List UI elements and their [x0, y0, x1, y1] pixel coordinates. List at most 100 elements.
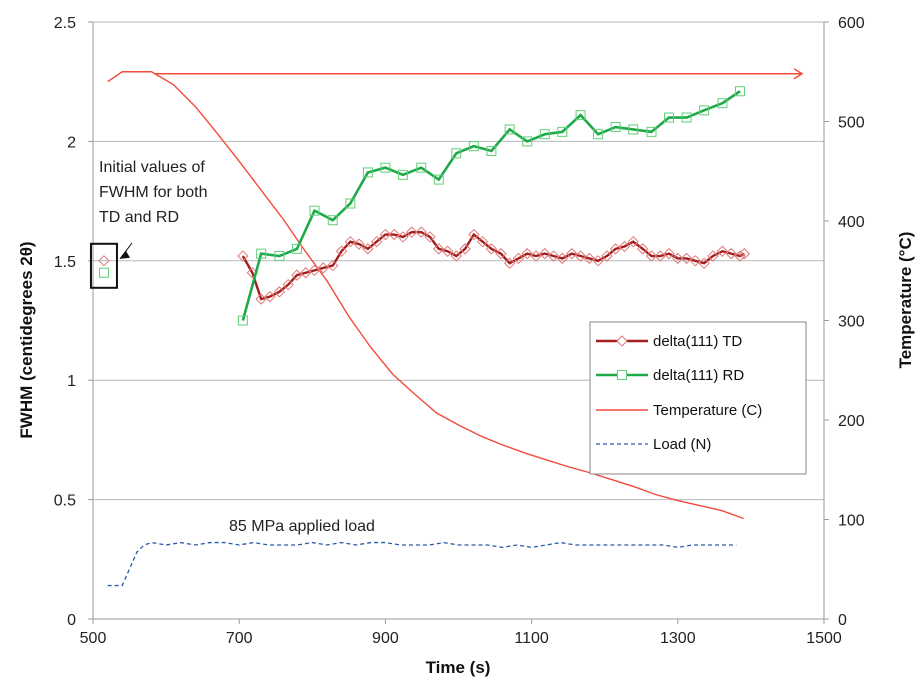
- x-tick-label: 1500: [806, 630, 842, 647]
- rd-marker: [256, 248, 267, 259]
- rd-marker: [628, 124, 639, 135]
- rd-marker: [699, 105, 710, 116]
- x-tick-label: 1100: [514, 630, 549, 647]
- rd-marker: [664, 112, 675, 123]
- td-marker: [707, 250, 719, 262]
- td-marker: [300, 267, 312, 279]
- td-marker: [574, 250, 587, 262]
- y-left-tick-label: 0: [67, 612, 76, 629]
- legend-marker: [617, 370, 627, 380]
- rd-marker: [646, 126, 657, 137]
- td-marker: [637, 243, 649, 255]
- td-marker: [512, 252, 525, 265]
- td-marker: [344, 235, 357, 248]
- rd-marker: [717, 98, 728, 109]
- rd-marker: [504, 124, 515, 135]
- y-right-tick-label: 500: [838, 115, 865, 132]
- td-marker: [282, 278, 294, 291]
- td-marker: [485, 243, 498, 255]
- y-left-tick-label: 1: [67, 373, 76, 390]
- td-marker: [663, 247, 675, 260]
- x-axis: 500 700 900 1100 1300 1500: [80, 619, 842, 647]
- td-line: [241, 230, 745, 301]
- td-marker: [264, 290, 276, 303]
- td-marker: [397, 231, 409, 243]
- td-marker: [645, 250, 658, 262]
- td-marker: [353, 238, 365, 250]
- y-left-tick-label: 0.5: [54, 493, 76, 510]
- td-marker: [618, 240, 631, 253]
- td-marker: [680, 252, 693, 265]
- td-marker: [627, 235, 639, 248]
- initial-td-marker: [98, 255, 110, 267]
- x-tick-label: 500: [80, 630, 107, 647]
- rd-marker: [575, 110, 586, 121]
- temperature-arrowhead: [793, 68, 804, 80]
- initial-values-label: Initial values of FWHM for both TD and RD: [99, 159, 207, 226]
- y-left-tick-label: 1.5: [54, 254, 76, 271]
- td-marker: [424, 231, 436, 243]
- x-tick-label: 1300: [660, 630, 696, 647]
- td-marker: [370, 235, 383, 248]
- rd-marker: [681, 112, 692, 123]
- legend-box: [589, 321, 807, 475]
- td-marker: [459, 243, 471, 255]
- td-marker: [255, 293, 267, 305]
- rd-marker: [362, 167, 373, 178]
- rd-line: [241, 90, 741, 321]
- rd-marker: [486, 145, 497, 156]
- legend-label: Temperature (C): [653, 402, 762, 419]
- td-marker: [601, 250, 613, 262]
- initial-values-label-line: Initial values of: [99, 159, 205, 176]
- rd-marker: [433, 174, 444, 185]
- y-right-tick-label: 0: [838, 612, 847, 629]
- rd-marker: [237, 315, 248, 326]
- td-marker: [468, 228, 480, 241]
- td-marker: [362, 243, 374, 255]
- rd-marker: [397, 169, 408, 180]
- y-right-tick-label: 600: [838, 15, 865, 32]
- legend-items: delta(111) TD delta(111) RD Temperature (C…: [596, 333, 762, 453]
- td-marker: [415, 226, 427, 238]
- td-marker: [335, 245, 348, 257]
- td-marker: [566, 247, 578, 260]
- y-right-tick-label: 400: [838, 214, 865, 231]
- x-tick-label: 700: [226, 630, 253, 647]
- initial-values-label-line: FWHM for both: [99, 184, 207, 201]
- td-marker: [530, 250, 542, 262]
- initial-values-label-line: TD and RD: [99, 209, 179, 226]
- legend-label: delta(111) RD: [653, 367, 744, 384]
- rd-marker: [522, 136, 533, 147]
- legend: delta(111) TD delta(111) RD Temperature (C…: [589, 321, 807, 475]
- legend-marker: [616, 335, 628, 347]
- td-marker: [388, 228, 400, 241]
- rd-marker: [468, 141, 479, 152]
- rd-marker: [734, 86, 745, 97]
- td-marker: [592, 255, 604, 267]
- td-marker: [689, 255, 702, 267]
- rd-marker: [327, 215, 338, 226]
- rd-marker: [451, 148, 462, 159]
- rd-marker: [380, 162, 391, 173]
- temperature-line: [107, 71, 744, 520]
- td-marker: [672, 252, 684, 265]
- rd-marker: [345, 198, 356, 209]
- rd-marker: [557, 126, 568, 137]
- y-right-tick-label: 300: [838, 314, 865, 331]
- y-right-tick-label: 100: [838, 513, 865, 530]
- y-right-tick-label: 200: [838, 413, 865, 430]
- initial-values-box: [89, 242, 118, 289]
- rd-marker: [539, 129, 550, 140]
- rd-marker: [309, 205, 320, 216]
- plot-frame: [92, 22, 825, 620]
- y-axis-left-title: FWHM (centidegrees 2θ): [17, 241, 36, 438]
- td-marker: [441, 245, 454, 257]
- td-marker: [556, 252, 569, 265]
- plot-series: [107, 68, 804, 587]
- x-axis-title: Time (s): [426, 658, 491, 677]
- td-marker: [379, 228, 392, 241]
- td-marker: [609, 243, 622, 255]
- td-marker: [547, 250, 560, 262]
- td-marker: [539, 247, 551, 260]
- td-marker: [495, 247, 507, 260]
